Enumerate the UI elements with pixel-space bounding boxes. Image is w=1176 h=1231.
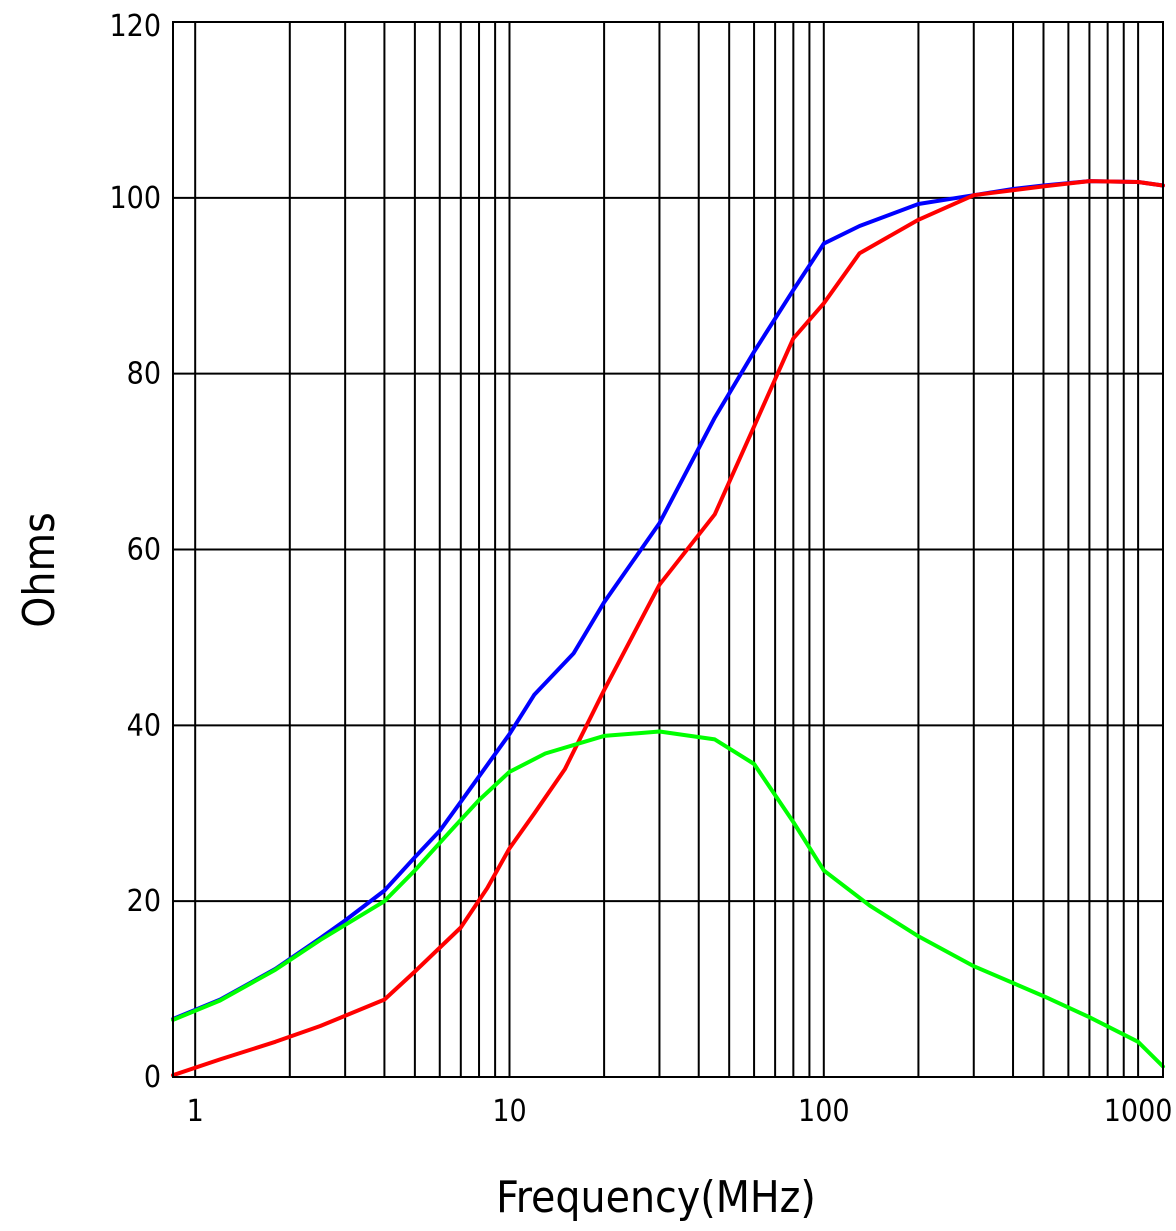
x-axis-title: Frequency(MHz) <box>496 1172 816 1223</box>
series-line-3 <box>171 729 1165 1069</box>
y-tick-label: 20 <box>127 884 161 919</box>
y-tick-label: 40 <box>127 708 161 743</box>
y-tick-label: 100 <box>109 181 161 216</box>
y-tick-label: 80 <box>127 357 161 392</box>
y-axis-tick-labels: 0 20 40 60 80 100 120 <box>109 9 161 1095</box>
x-tick-label: 1 <box>187 1094 204 1129</box>
y-tick-label: 60 <box>127 533 161 568</box>
series-lines <box>171 179 1165 1078</box>
y-tick-label: 120 <box>109 9 161 44</box>
x-tick-label: 1000 <box>1104 1094 1173 1129</box>
y-tick-label: 0 <box>144 1060 161 1095</box>
x-tick-label: 100 <box>798 1094 850 1129</box>
series-line-2 <box>171 179 1165 1078</box>
x-axis-tick-labels: 1 10 100 1000 <box>187 1094 1173 1129</box>
plot-frame <box>172 21 1164 1078</box>
x-tick-label: 10 <box>492 1094 526 1129</box>
y-axis-title: Ohms <box>14 512 65 627</box>
series-line-1 <box>171 179 1165 1021</box>
grid <box>173 22 1163 1077</box>
